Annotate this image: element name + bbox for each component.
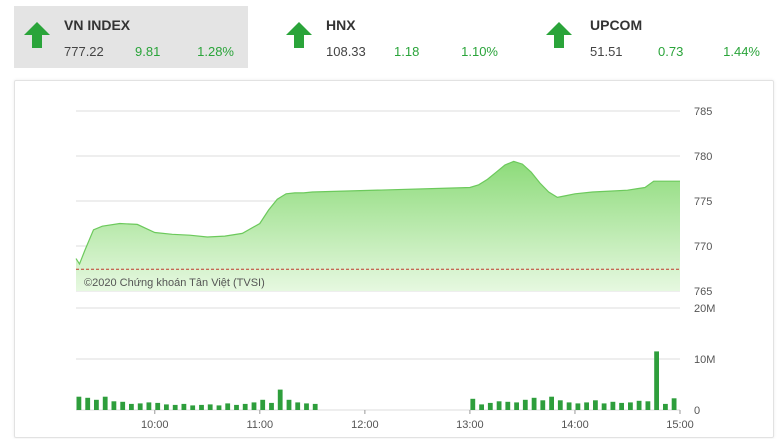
volume-bar [216,405,222,410]
y-tick-label: 775 [694,196,712,208]
volume-bar [671,398,677,410]
volume-bar [522,399,528,410]
volume-bar [102,396,108,410]
volume-grid [76,307,680,411]
volume-bar [549,396,554,410]
y-tick-label: 785 [694,106,712,118]
volume-bar [146,402,152,410]
x-tick-label: 12:00 [351,419,379,431]
volume-bar [85,397,91,410]
ticker-price: 777.22 [64,44,104,59]
volume-bar [496,401,502,410]
volume-bar [601,403,607,410]
volume-bar [654,351,659,410]
volume-bar [120,401,126,410]
volume-bar [304,403,309,410]
y-tick-label: 20M [694,303,715,315]
volume-bar [155,402,161,410]
volume-bar [242,403,248,410]
index-ticker-bar: VN INDEX 777.22 9.81 1.28% HNX 108.33 1.… [0,0,780,70]
volume-bar [593,400,598,410]
volume-bar [557,400,563,410]
price-series [75,160,680,291]
ticker-change: 1.18 [394,44,420,59]
volume-bar [94,399,99,410]
volume-bar [286,399,292,410]
y-tick-label: 770 [694,241,712,253]
volume-bar [628,402,633,410]
volume-bar [575,403,581,410]
volume-bars [76,351,677,410]
volume-bar [540,400,546,410]
ticker-name: HNX [326,17,356,33]
volume-bar [470,398,476,410]
x-tick-label: 10:00 [141,419,169,431]
ticker-name: VN INDEX [64,17,131,33]
ticker-percent: 1.10% [461,44,498,59]
ticker-percent: 1.28% [197,44,234,59]
volume-bar [610,401,616,410]
ticker-percent: 1.44% [723,44,760,59]
y-tick-label: 765 [694,286,712,298]
ticker-upcom[interactable]: UPCOM 51.51 0.73 1.44% [536,6,770,68]
volume-bar [295,402,301,410]
price-y-axis: 785 780 775 770 765 [694,106,712,298]
time-axis: 10:00 11:00 12:00 13:00 14:00 15:00 [141,410,694,431]
x-tick-label: 13:00 [456,419,484,431]
volume-bar [619,402,624,410]
volume-bar [164,404,169,410]
volume-bar [225,403,231,410]
volume-bar [566,402,572,410]
volume-bar [111,401,117,410]
arrow-up-icon [286,22,312,48]
volume-bar [487,402,493,410]
volume-bar [129,403,134,410]
ticker-hnx[interactable]: HNX 108.33 1.18 1.10% [276,6,510,68]
volume-bar [663,403,668,410]
ticker-price: 51.51 [590,44,623,59]
volume-bar [636,400,642,410]
price-line [75,160,680,266]
volume-bar [479,404,484,410]
volume-y-axis: 20M 10M 0 [694,303,715,417]
volume-bar [312,403,318,410]
volume-bar [76,396,82,410]
ticker-name: UPCOM [590,17,643,33]
ticker-change: 9.81 [135,44,161,59]
price-area [76,161,680,291]
volume-bar [251,402,257,410]
arrow-up-icon [546,22,572,48]
volume-bar [260,399,266,410]
volume-bar [181,403,187,410]
volume-bar [645,401,651,410]
y-tick-label: 0 [694,405,700,417]
volume-bar [269,402,274,410]
volume-bar [207,404,213,410]
chart-panel [14,80,774,438]
volume-bar [277,389,283,410]
x-tick-label: 14:00 [561,419,589,431]
volume-bar [531,397,537,410]
ticker-change: 0.73 [658,44,684,59]
watermark: ©2020 Chứng khoán Tân Việt (TVSI) [84,277,265,289]
volume-bar [190,405,196,410]
volume-bar [234,404,239,410]
volume-bar [137,403,143,410]
x-tick-label: 15:00 [666,419,694,431]
volume-bar [505,401,511,410]
volume-bar [584,402,589,410]
volume-bar [199,404,204,410]
arrow-up-icon [24,22,50,48]
y-tick-label: 780 [694,151,712,163]
volume-bar [514,402,519,410]
y-tick-label: 10M [694,354,715,366]
ticker-price: 108.33 [326,44,366,59]
ticker-vnindex[interactable]: VN INDEX 777.22 9.81 1.28% [14,6,248,68]
x-tick-label: 11:00 [246,419,273,431]
volume-bar [172,404,178,410]
